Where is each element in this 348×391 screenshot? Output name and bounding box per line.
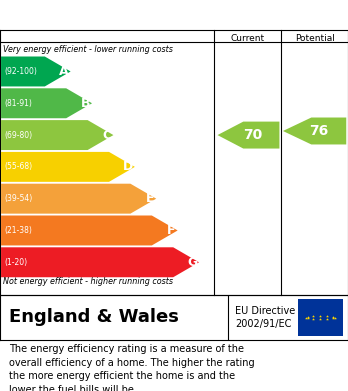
Text: (81-91): (81-91) [4,99,32,108]
Text: F: F [167,224,175,237]
Text: (39-54): (39-54) [4,194,32,203]
Polygon shape [1,215,177,246]
Polygon shape [1,184,156,213]
Text: C: C [102,129,112,142]
Text: Current: Current [230,34,265,43]
Text: The energy efficiency rating is a measure of the
overall efficiency of a home. T: The energy efficiency rating is a measur… [9,344,254,391]
Text: E: E [145,192,154,205]
Text: Potential: Potential [295,34,334,43]
Text: Energy Efficiency Rating: Energy Efficiency Rating [9,7,219,23]
Polygon shape [1,247,199,277]
Text: Very energy efficient - lower running costs: Very energy efficient - lower running co… [3,45,173,54]
Text: 76: 76 [309,124,329,138]
Polygon shape [283,118,346,144]
Text: (1-20): (1-20) [4,258,27,267]
Text: A: A [60,65,69,78]
Polygon shape [1,152,135,182]
Polygon shape [1,120,113,150]
Text: (55-68): (55-68) [4,162,32,171]
Text: (92-100): (92-100) [4,67,37,76]
Text: B: B [81,97,90,110]
Bar [298,299,343,336]
Polygon shape [218,122,279,149]
Text: D: D [123,160,134,173]
Text: G: G [188,256,198,269]
Text: (69-80): (69-80) [4,131,32,140]
Text: (21-38): (21-38) [4,226,32,235]
Text: EU Directive
2002/91/EC: EU Directive 2002/91/EC [235,306,295,329]
Polygon shape [1,88,92,118]
Polygon shape [1,57,71,86]
Text: Not energy efficient - higher running costs: Not energy efficient - higher running co… [3,277,174,286]
Text: England & Wales: England & Wales [9,308,179,326]
Text: 70: 70 [243,128,262,142]
